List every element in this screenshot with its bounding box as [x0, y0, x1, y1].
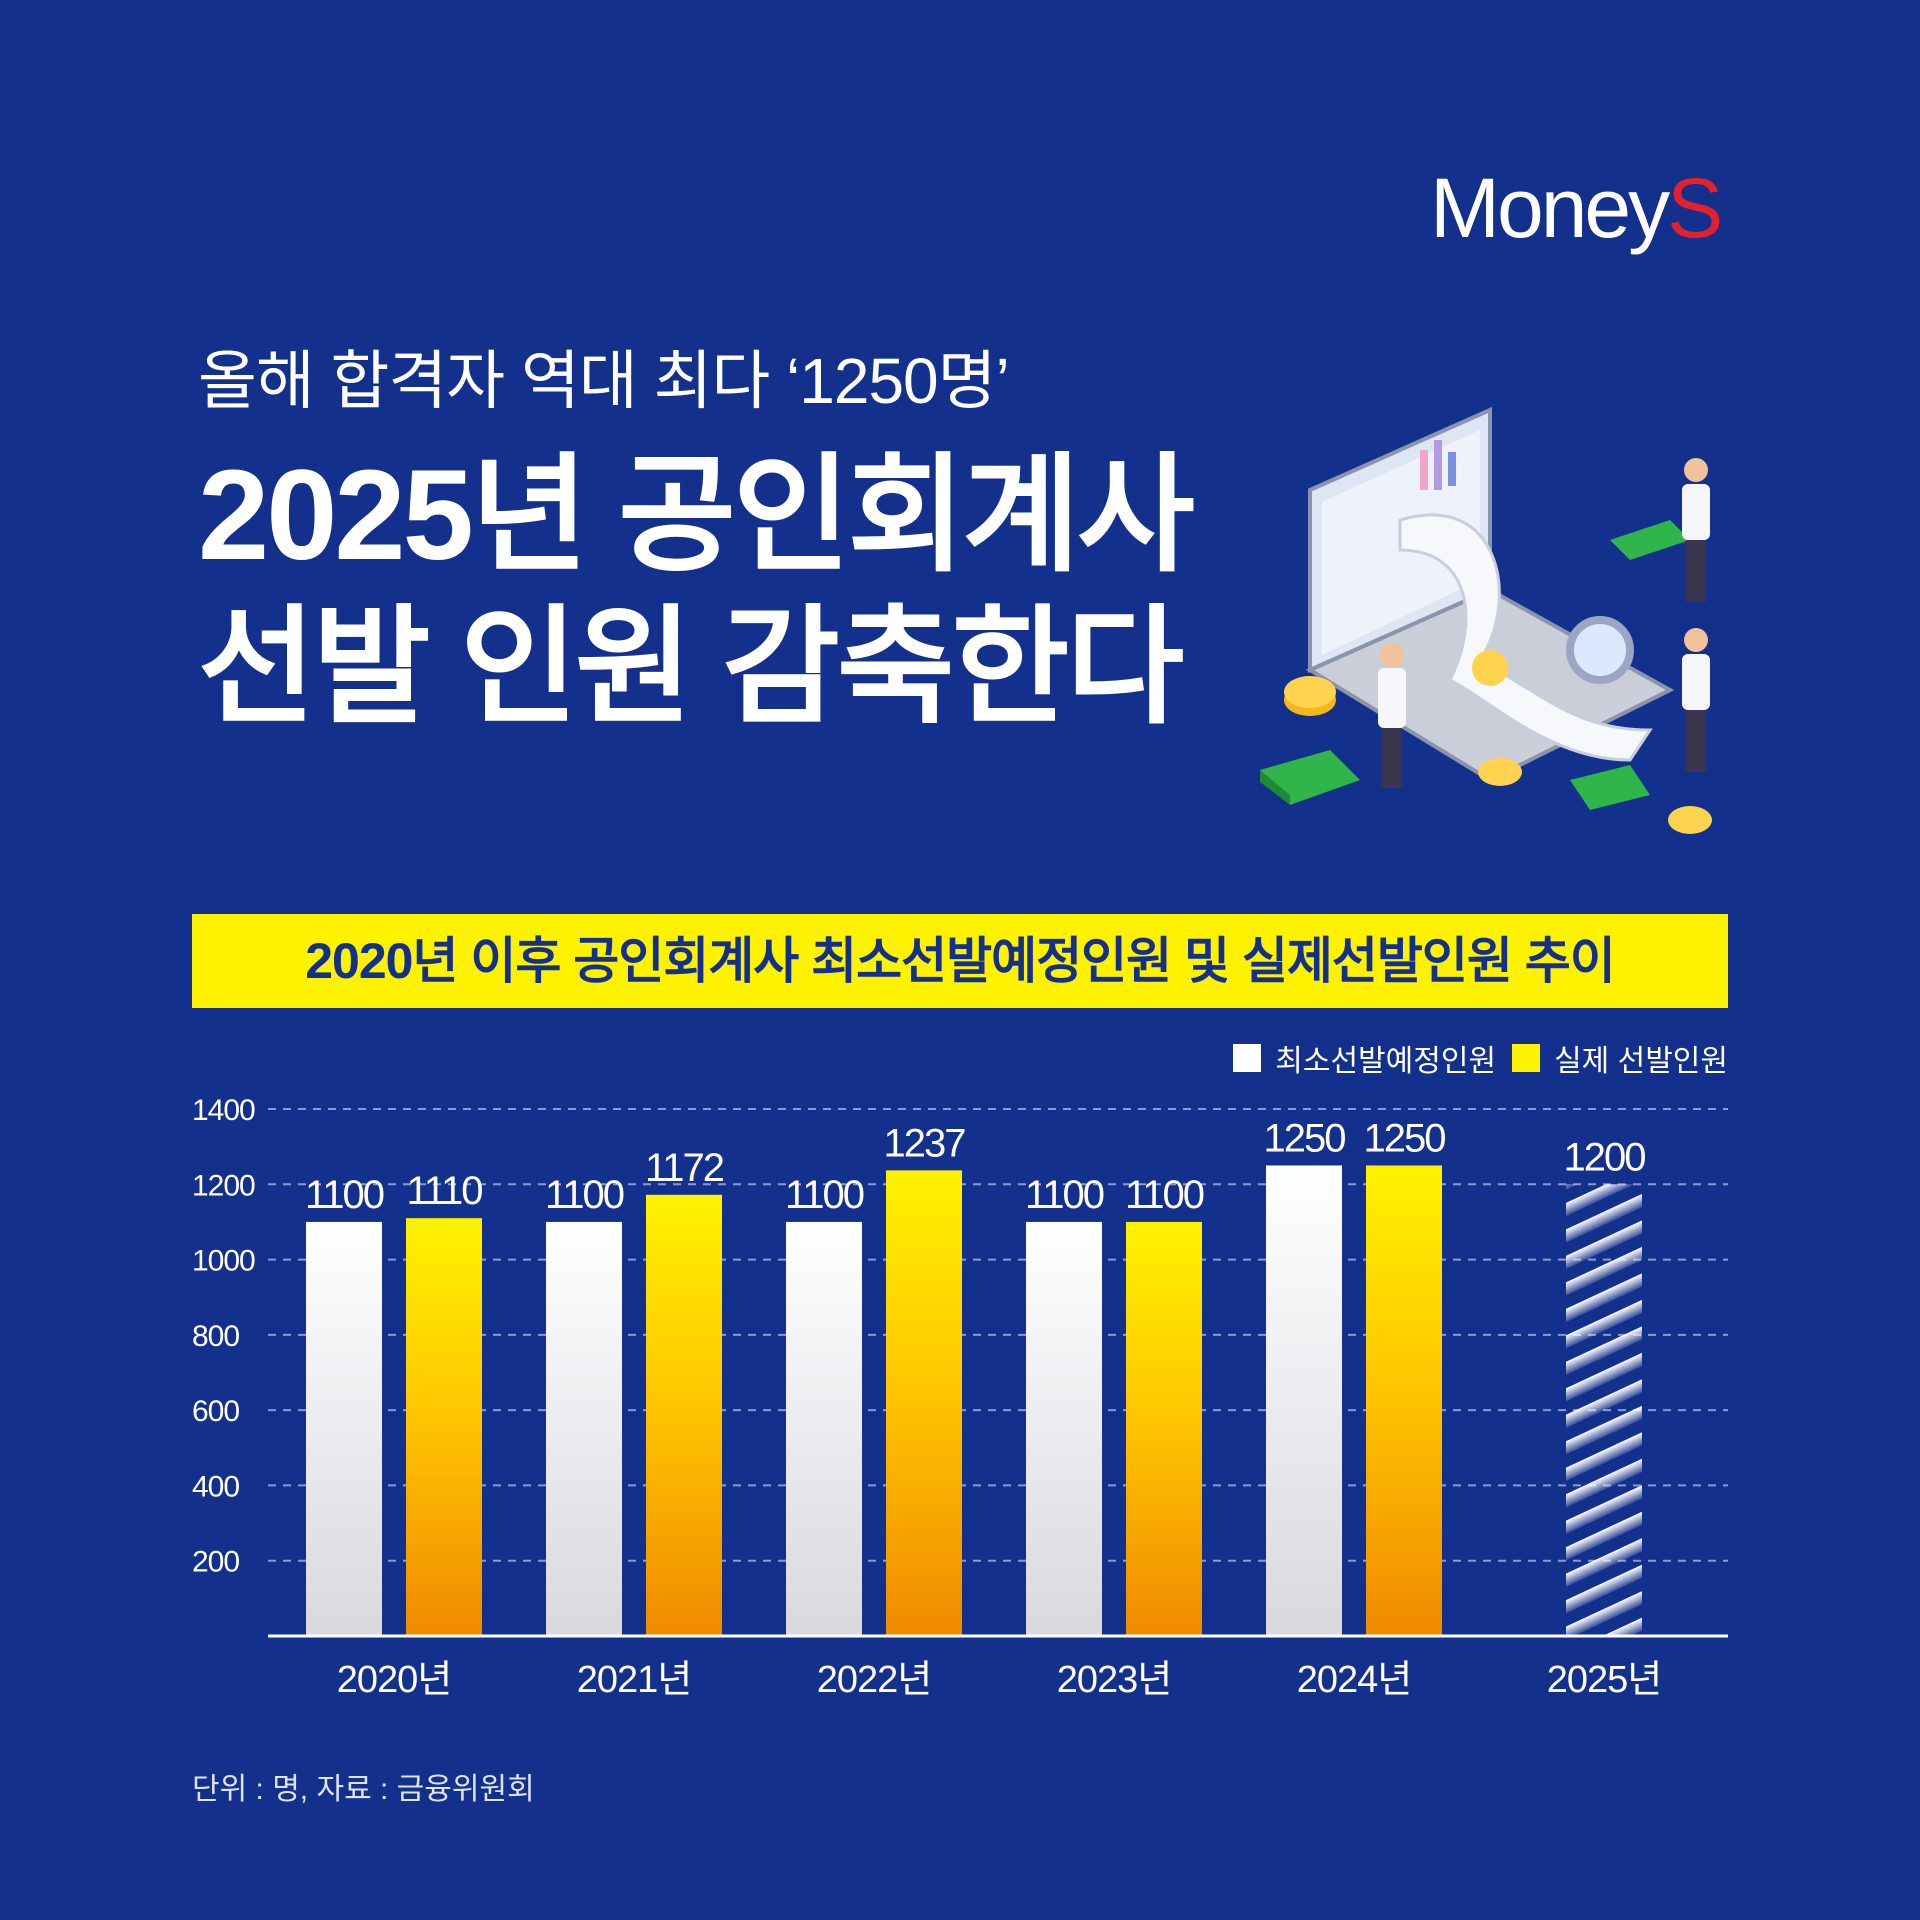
data-label-actual: 1250: [1364, 1116, 1446, 1160]
bar-planned: [546, 1221, 622, 1636]
data-label-planned: 1100: [785, 1173, 864, 1217]
bar-actual: [406, 1218, 482, 1636]
y-axis-ticks: 200 400 600 800 1000 1200 1400: [192, 1094, 256, 1579]
x-tick-label: 2025년: [1547, 1659, 1662, 1701]
bar-actual: [646, 1194, 722, 1636]
legend-item-actual: 실제 선발인원: [1512, 1036, 1728, 1080]
grid-lines: [268, 1108, 1728, 1562]
title-line-1: 2025년 공인회계사: [198, 444, 1195, 587]
data-label-planned: 1100: [1025, 1173, 1104, 1217]
y-tick-label: 400: [192, 1470, 239, 1503]
bar-planned-projected: [1566, 1184, 1642, 1636]
bar-planned: [306, 1221, 382, 1636]
bar-actual: [1126, 1221, 1202, 1636]
x-tick-label: 2024년: [1297, 1659, 1412, 1701]
data-label-actual: 1172: [645, 1146, 724, 1190]
title-line-2: 선발 인원 감축한다: [198, 596, 1184, 739]
magnifier-icon: [1566, 616, 1634, 684]
data-label-planned: 1250: [1264, 1116, 1346, 1160]
y-tick-label: 800: [192, 1320, 239, 1353]
data-label-planned: 1100: [305, 1173, 384, 1217]
person-icon: [1378, 643, 1406, 788]
data-label-actual: 1110: [406, 1169, 482, 1213]
legend-label-planned: 최소선발예정인원: [1275, 1045, 1497, 1078]
legend-swatch-planned: [1233, 1044, 1262, 1072]
y-tick-label: 200: [192, 1546, 239, 1579]
data-label-planned: 1200: [1564, 1135, 1646, 1179]
x-tick-label: 2023년: [1057, 1659, 1172, 1701]
bar-planned: [1026, 1221, 1102, 1636]
x-axis-labels: 2020년 2021년 2022년 2023년 2024년 2025년: [337, 1659, 1663, 1701]
data-labels: 1100 1110 1100 1172 1100 1237 1100 1100 1250 1250…: [305, 1116, 1647, 1217]
y-tick-label: 1400: [192, 1094, 255, 1127]
accounting-illustration: [1260, 406, 1712, 834]
bar-planned: [786, 1221, 862, 1636]
chart-title-banner: 2020년 이후 공인회계사 최소선발예정인원 및 실제선발인원 추이: [192, 914, 1728, 1008]
receipt: [1398, 513, 1653, 762]
bar-actual: [886, 1170, 962, 1636]
bars: [306, 1165, 1642, 1636]
x-tick-label: 2020년: [337, 1659, 452, 1701]
moneys-logo: MoneyS: [1430, 161, 1723, 255]
y-tick-label: 600: [192, 1395, 239, 1428]
bar-actual: [1366, 1165, 1442, 1636]
subtitle: 올해 합격자 역대 최다 ‘1250명’: [198, 345, 1010, 417]
data-label-planned: 1100: [545, 1173, 624, 1217]
page-title: 2025년 공인회계사 선발 인원 감축한다: [198, 440, 1195, 744]
legend-swatch-actual: [1512, 1044, 1541, 1072]
y-tick-label: 1000: [192, 1245, 255, 1278]
legend-item-planned: 최소선발예정인원: [1233, 1036, 1496, 1080]
data-label-actual: 1237: [884, 1121, 966, 1165]
bar-planned: [1266, 1165, 1342, 1636]
x-tick-label: 2021년: [577, 1659, 692, 1701]
source-note: 단위 : 명, 자료 : 금융위원회: [192, 1773, 535, 1806]
chart-legend: 최소선발예정인원 실제 선발인원: [1233, 1036, 1728, 1080]
x-tick-label: 2022년: [817, 1659, 932, 1701]
data-label-actual: 1100: [1125, 1173, 1204, 1217]
legend-label-actual: 실제 선발인원: [1554, 1045, 1728, 1078]
y-tick-label: 1200: [192, 1169, 255, 1202]
